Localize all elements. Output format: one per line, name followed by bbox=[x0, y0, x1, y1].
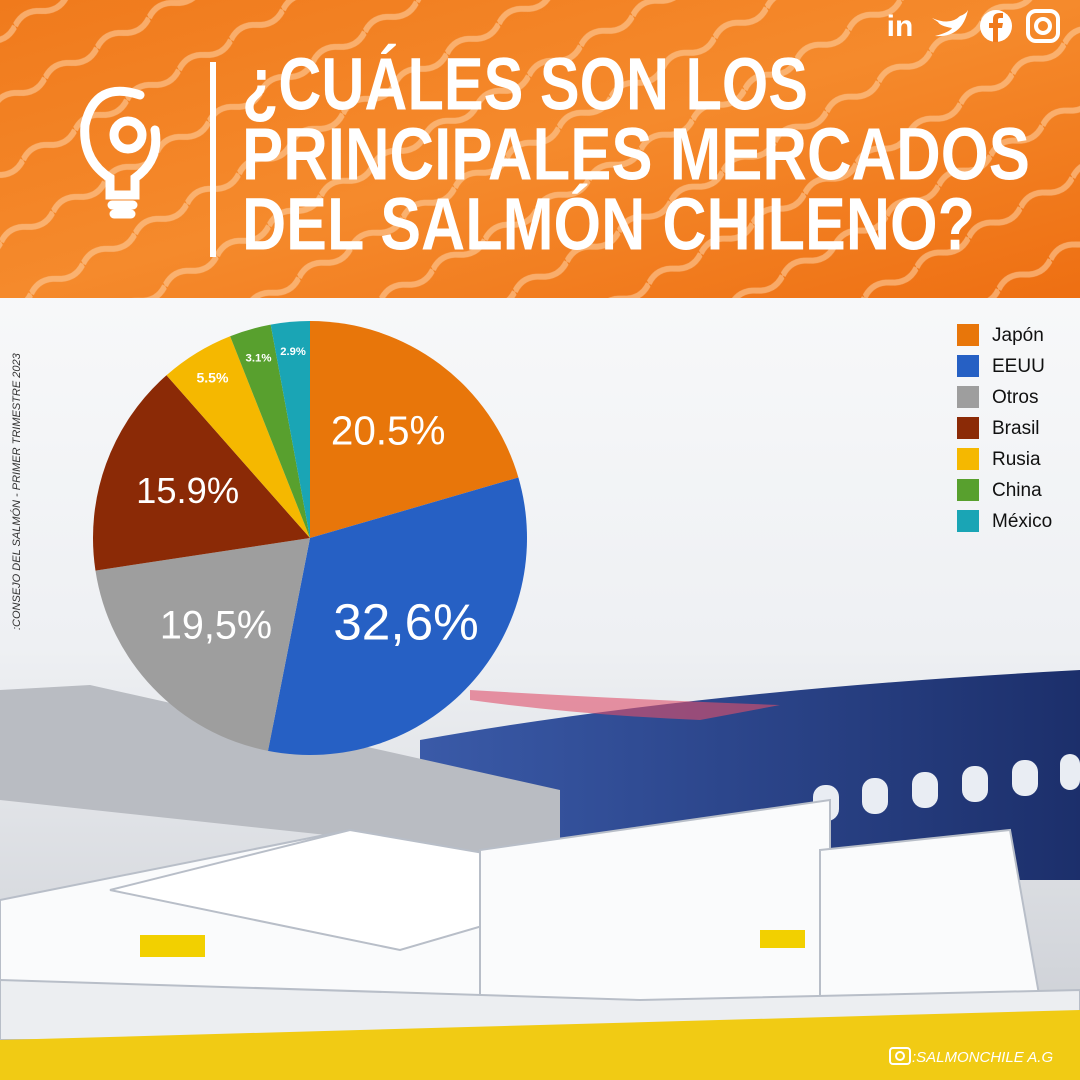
yellow-base bbox=[0, 1010, 1080, 1080]
legend-label: EEUU bbox=[992, 356, 1045, 377]
svg-text:in: in bbox=[887, 10, 914, 43]
title-divider bbox=[210, 62, 216, 257]
plane-stripe bbox=[470, 690, 780, 720]
slice-label: 32,6% bbox=[333, 593, 479, 650]
legend-label: Brasil bbox=[992, 418, 1040, 439]
pie: 20.5% 32,6% 19,5% 15.9% 5.5% 3.1% 2.9% bbox=[92, 321, 527, 756]
title-line: DEL SALMÓN CHILENO? bbox=[242, 183, 975, 266]
title-line: ¿CUÁLES SON LOS bbox=[242, 43, 808, 126]
legend-label: México bbox=[992, 511, 1052, 532]
plane-wing bbox=[0, 685, 560, 860]
slice-label: 15.9% bbox=[136, 470, 239, 511]
logo bbox=[80, 86, 161, 219]
legend-label: Rusia bbox=[992, 449, 1041, 470]
slice-label: 5.5% bbox=[196, 370, 229, 386]
pie-slice bbox=[230, 324, 310, 538]
plane-body bbox=[420, 670, 1080, 880]
legend-swatch bbox=[957, 479, 979, 501]
pie-slice bbox=[166, 336, 310, 538]
slice-label: 2.9% bbox=[280, 346, 306, 358]
camera-icon bbox=[889, 1047, 911, 1065]
boxes bbox=[0, 798, 1080, 1041]
pie-slice bbox=[267, 477, 527, 756]
title: ¿CUÁLES SON LOS PRINCIPALES MERCADOS DEL… bbox=[242, 43, 1030, 266]
legend-swatch bbox=[957, 510, 979, 532]
title-line: PRINCIPALES MERCADOS bbox=[242, 113, 1030, 196]
credit: :SALMONCHILE A.G bbox=[912, 1049, 1053, 1066]
pie-slice bbox=[270, 321, 310, 538]
legend-label: Japón bbox=[992, 325, 1044, 346]
slice-label: 19,5% bbox=[160, 603, 272, 647]
social-icons: in bbox=[887, 9, 1060, 43]
box-tag bbox=[760, 930, 805, 948]
pie-slice bbox=[310, 321, 519, 538]
plane-windows bbox=[813, 754, 1080, 821]
slice-label: 3.1% bbox=[245, 353, 271, 365]
box-tag bbox=[140, 935, 205, 957]
legend-swatch bbox=[957, 448, 979, 470]
legend-label: Otros bbox=[992, 387, 1038, 408]
legend-swatch bbox=[957, 386, 979, 408]
legend-label: China bbox=[992, 480, 1042, 501]
legend-swatch bbox=[957, 355, 979, 377]
camera-lens bbox=[895, 1051, 905, 1061]
legend-swatch bbox=[957, 417, 979, 439]
pie-slice bbox=[95, 538, 310, 751]
legend-swatch bbox=[957, 324, 979, 346]
source: :CONSEJO DEL SALMÓN - PRIMER TRIMESTRE 2… bbox=[10, 352, 23, 630]
header-texture bbox=[0, 0, 1080, 298]
legend: Japón EEUU Otros Brasil Rusia China México bbox=[957, 324, 1052, 532]
pie-slice bbox=[92, 375, 310, 571]
slice-label: 20.5% bbox=[331, 408, 446, 454]
